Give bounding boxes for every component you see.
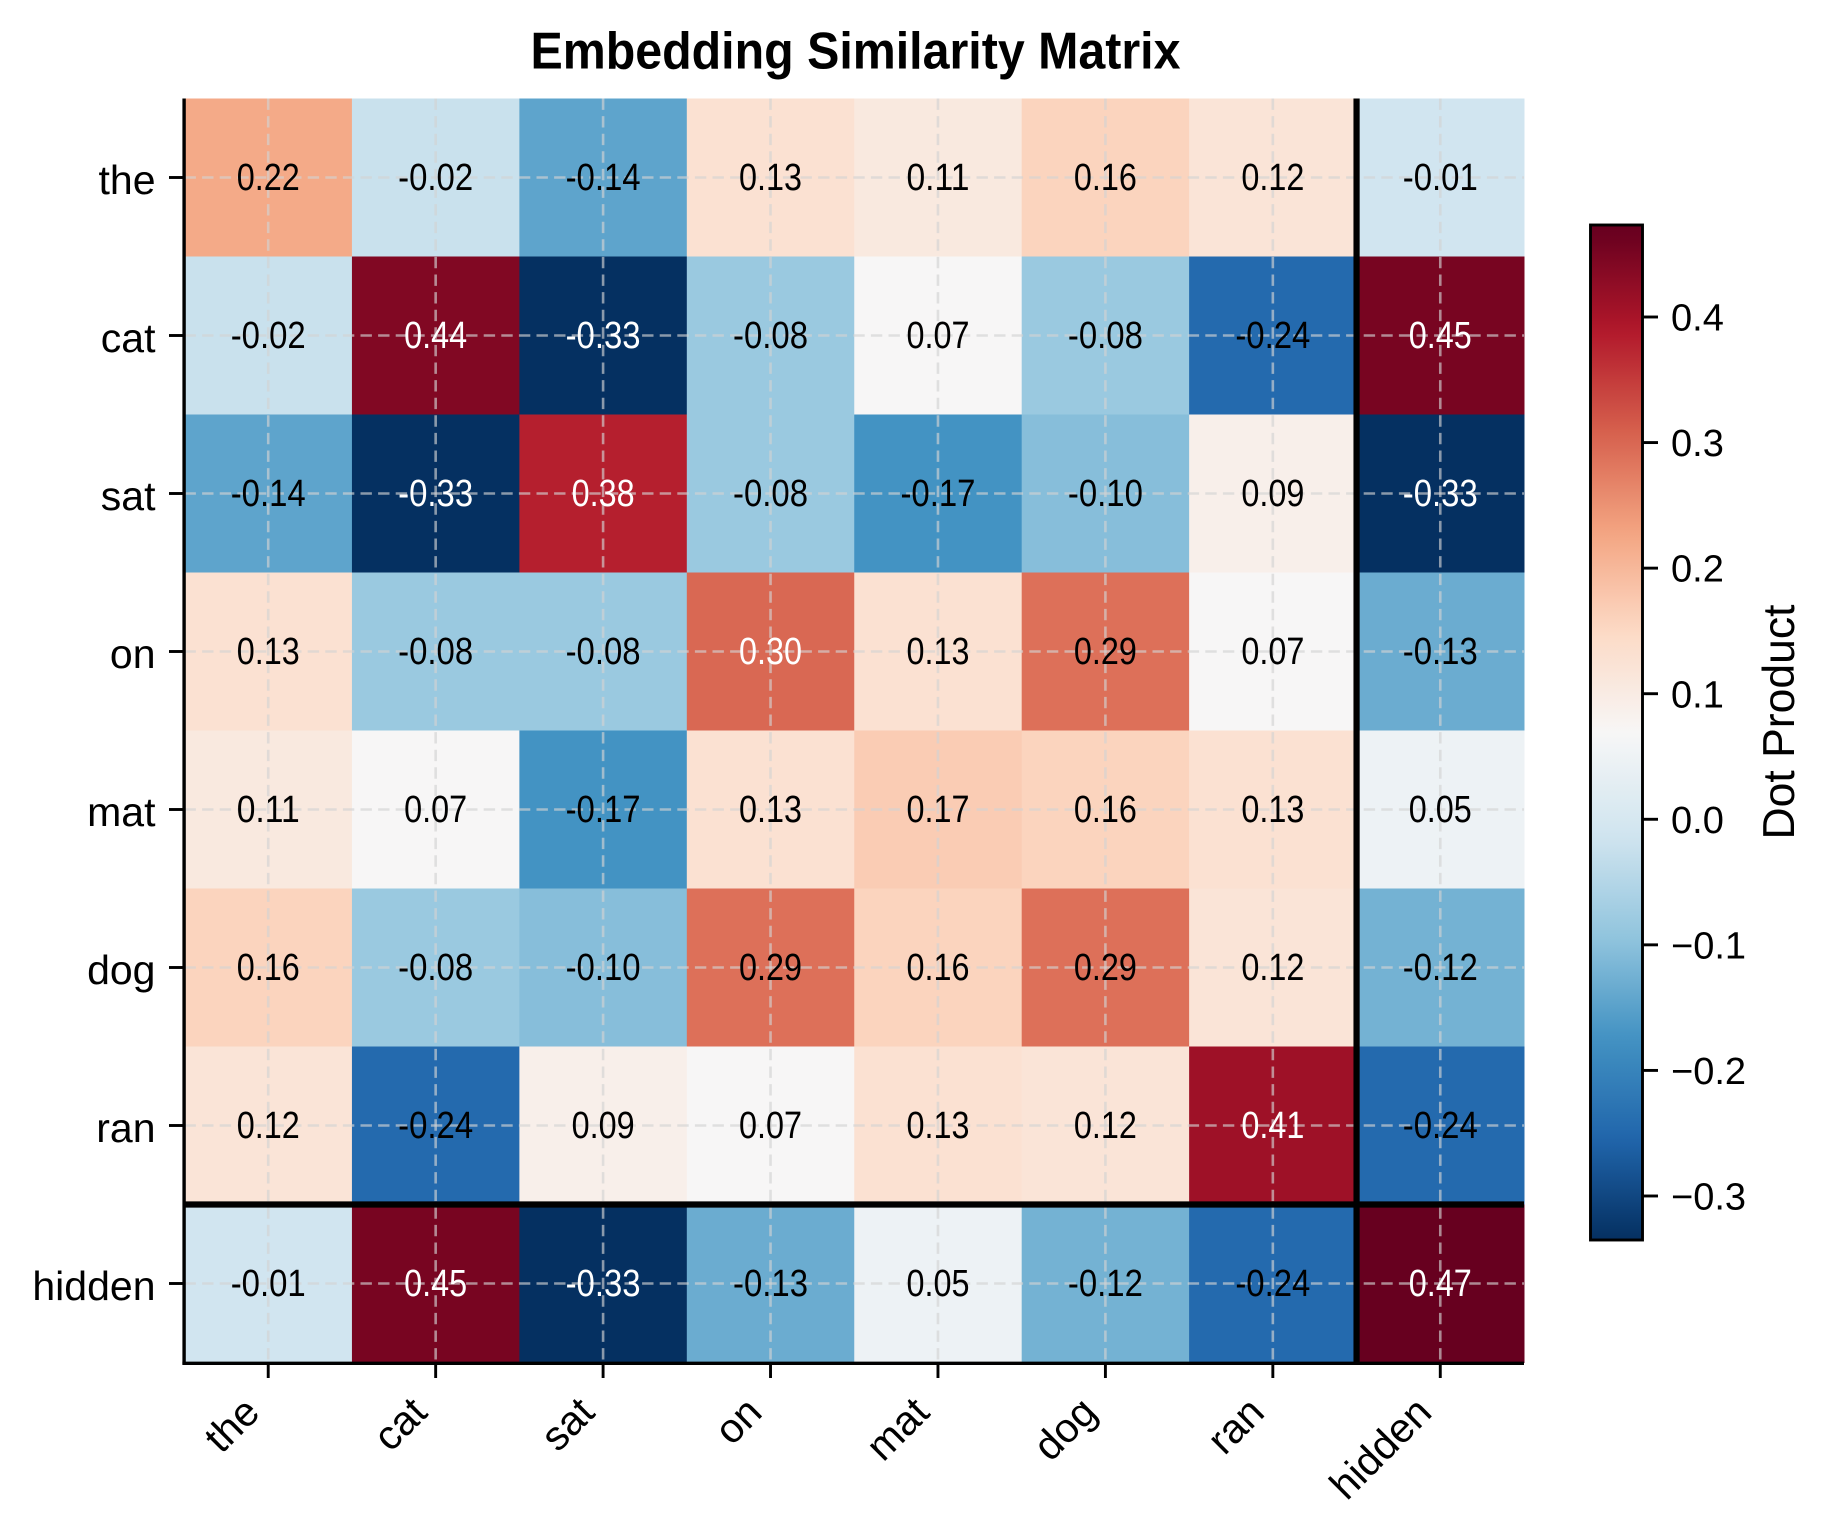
svg-text:0.44: 0.44	[404, 315, 467, 357]
svg-text:-0.08: -0.08	[1068, 315, 1143, 357]
svg-text:−0.1: −0.1	[1671, 925, 1746, 967]
svg-text:cat: cat	[101, 315, 156, 361]
svg-text:-0.01: -0.01	[1403, 157, 1478, 199]
svg-text:0.4: 0.4	[1671, 298, 1724, 340]
svg-text:0.12: 0.12	[1074, 1105, 1137, 1147]
svg-text:the: the	[99, 157, 156, 203]
svg-text:-0.17: -0.17	[900, 473, 975, 515]
svg-text:0.45: 0.45	[404, 1263, 467, 1305]
svg-text:0.22: 0.22	[237, 157, 300, 199]
svg-text:Embedding Similarity Matrix: Embedding Similarity Matrix	[531, 22, 1181, 80]
svg-text:0.11: 0.11	[906, 157, 969, 199]
svg-text:-0.24: -0.24	[1235, 315, 1310, 357]
svg-text:0.13: 0.13	[739, 789, 802, 831]
svg-text:dog: dog	[87, 947, 155, 993]
svg-text:-0.33: -0.33	[1403, 473, 1478, 515]
svg-text:−0.3: −0.3	[1671, 1177, 1746, 1219]
svg-text:-0.10: -0.10	[566, 947, 641, 989]
svg-text:-0.08: -0.08	[398, 631, 473, 673]
svg-text:-0.33: -0.33	[566, 1263, 641, 1305]
svg-text:0.1: 0.1	[1671, 674, 1724, 716]
svg-text:0.16: 0.16	[1074, 157, 1137, 199]
svg-text:0.29: 0.29	[739, 947, 802, 989]
svg-text:0.13: 0.13	[906, 1105, 969, 1147]
svg-text:-0.13: -0.13	[733, 1263, 808, 1305]
svg-text:0.05: 0.05	[906, 1263, 969, 1305]
svg-text:0.41: 0.41	[1241, 1105, 1304, 1147]
svg-text:0.38: 0.38	[572, 473, 635, 515]
svg-text:0.07: 0.07	[404, 789, 467, 831]
svg-text:0.0: 0.0	[1671, 800, 1724, 842]
svg-text:-0.33: -0.33	[566, 315, 641, 357]
svg-text:mat: mat	[87, 789, 156, 835]
svg-text:-0.12: -0.12	[1403, 947, 1478, 989]
svg-text:0.12: 0.12	[1241, 157, 1304, 199]
svg-text:-0.13: -0.13	[1403, 631, 1478, 673]
svg-text:0.13: 0.13	[237, 631, 300, 673]
svg-text:-0.02: -0.02	[398, 157, 473, 199]
svg-text:0.17: 0.17	[906, 789, 969, 831]
svg-text:0.07: 0.07	[906, 315, 969, 357]
svg-text:-0.02: -0.02	[231, 315, 306, 357]
svg-text:hidden: hidden	[32, 1263, 155, 1309]
svg-text:sat: sat	[101, 473, 156, 519]
svg-text:0.30: 0.30	[739, 631, 802, 673]
svg-text:0.05: 0.05	[1409, 789, 1472, 831]
svg-text:-0.08: -0.08	[733, 315, 808, 357]
svg-text:0.16: 0.16	[1074, 789, 1137, 831]
svg-text:-0.14: -0.14	[231, 473, 306, 515]
svg-text:−0.2: −0.2	[1671, 1051, 1746, 1093]
svg-text:-0.08: -0.08	[566, 631, 641, 673]
svg-text:0.12: 0.12	[1241, 947, 1304, 989]
svg-text:-0.01: -0.01	[231, 1263, 306, 1305]
svg-text:-0.24: -0.24	[398, 1105, 473, 1147]
svg-text:0.09: 0.09	[1241, 473, 1304, 515]
svg-text:0.09: 0.09	[572, 1105, 635, 1147]
svg-text:-0.17: -0.17	[566, 789, 641, 831]
svg-text:ran: ran	[96, 1105, 155, 1151]
svg-text:-0.08: -0.08	[733, 473, 808, 515]
svg-text:-0.24: -0.24	[1403, 1105, 1478, 1147]
svg-text:-0.14: -0.14	[566, 157, 641, 199]
svg-text:-0.33: -0.33	[398, 473, 473, 515]
svg-text:0.07: 0.07	[1241, 631, 1304, 673]
svg-text:0.47: 0.47	[1409, 1263, 1472, 1305]
svg-text:Dot Product: Dot Product	[1755, 604, 1804, 840]
svg-text:0.11: 0.11	[237, 789, 300, 831]
svg-text:0.13: 0.13	[739, 157, 802, 199]
svg-text:0.2: 0.2	[1671, 549, 1724, 591]
svg-text:-0.08: -0.08	[398, 947, 473, 989]
svg-text:0.13: 0.13	[906, 631, 969, 673]
svg-text:0.13: 0.13	[1241, 789, 1304, 831]
svg-text:-0.24: -0.24	[1235, 1263, 1310, 1305]
svg-text:0.29: 0.29	[1074, 947, 1137, 989]
svg-text:0.07: 0.07	[739, 1105, 802, 1147]
svg-text:0.16: 0.16	[906, 947, 969, 989]
svg-text:0.3: 0.3	[1671, 423, 1724, 465]
svg-text:0.45: 0.45	[1409, 315, 1472, 357]
svg-text:on: on	[110, 631, 156, 677]
svg-text:0.16: 0.16	[237, 947, 300, 989]
svg-text:-0.10: -0.10	[1068, 473, 1143, 515]
svg-text:0.29: 0.29	[1074, 631, 1137, 673]
svg-text:0.12: 0.12	[237, 1105, 300, 1147]
svg-text:-0.12: -0.12	[1068, 1263, 1143, 1305]
